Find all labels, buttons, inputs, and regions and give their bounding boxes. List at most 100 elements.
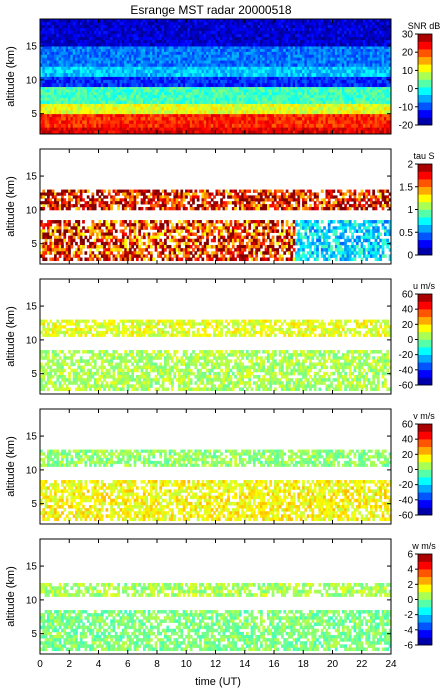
heatmap-cell <box>56 63 60 67</box>
heatmap-cell <box>250 66 254 71</box>
heatmap-cell <box>75 46 78 50</box>
heatmap-cell <box>63 46 67 50</box>
heatmap-cell <box>316 76 319 81</box>
heatmap-cell <box>61 43 64 47</box>
heatmap-cell <box>154 86 158 90</box>
heatmap-cell <box>79 25 83 29</box>
heatmap-cell <box>145 76 149 81</box>
heatmap-cell <box>96 86 99 90</box>
heatmap-cell <box>196 54 200 59</box>
heatmap-cell <box>222 48 226 53</box>
heatmap-cell <box>295 73 298 77</box>
heatmap-cell <box>149 97 153 102</box>
heatmap-cell <box>105 34 109 38</box>
heatmap-cell <box>142 100 146 104</box>
heatmap-cell <box>358 86 361 90</box>
heatmap-cell <box>271 76 275 81</box>
heatmap-cell <box>241 79 244 84</box>
heatmap-cell <box>374 57 378 61</box>
heatmap-cell <box>229 123 233 128</box>
heatmap-cell <box>203 34 207 38</box>
heatmap-cell <box>51 51 55 56</box>
heatmap-cell <box>82 130 85 135</box>
heatmap-cell <box>65 97 69 102</box>
heatmap-cell <box>290 89 294 93</box>
heatmap-cell <box>138 86 142 90</box>
heatmap-cell <box>68 103 71 108</box>
heatmap-cell <box>365 123 368 128</box>
heatmap-cell <box>217 43 221 47</box>
heatmap-cell <box>54 110 57 115</box>
heatmap-cell <box>100 60 104 64</box>
heatmap-cell <box>96 106 99 111</box>
heatmap-cell <box>206 110 209 115</box>
heatmap-cell <box>238 100 242 104</box>
heatmap-cell <box>131 89 134 93</box>
heatmap-cell <box>56 113 60 118</box>
heatmap-cell <box>126 22 130 26</box>
heatmap-cell <box>192 57 195 61</box>
heatmap-cell <box>351 73 354 77</box>
heatmap-cell <box>175 28 179 32</box>
heatmap-cell <box>250 89 254 93</box>
heatmap-cell <box>154 63 158 67</box>
heatmap-cell <box>381 48 385 53</box>
heatmap-cell <box>276 92 280 96</box>
heatmap-cell <box>51 100 55 104</box>
heatmap-cell <box>388 92 392 96</box>
heatmap-cell <box>386 86 390 90</box>
heatmap-cell <box>42 92 46 96</box>
heatmap-cell <box>199 40 202 44</box>
heatmap-cell <box>274 106 277 111</box>
heatmap-cell <box>346 79 350 84</box>
heatmap-cell <box>306 76 310 81</box>
heatmap-cell <box>147 103 151 108</box>
heatmap-cell <box>63 51 67 56</box>
heatmap-cell <box>274 113 277 118</box>
heatmap-cell <box>306 106 310 111</box>
heatmap-cell <box>203 113 207 118</box>
heatmap-cell <box>257 117 261 121</box>
heatmap-cell <box>121 34 125 38</box>
heatmap-cell <box>266 113 270 118</box>
heatmap-cell <box>182 46 186 50</box>
heatmap-cell <box>124 89 127 93</box>
heatmap-cell <box>157 120 160 125</box>
heatmap-cell <box>243 43 247 47</box>
heatmap-cell <box>208 34 212 38</box>
heatmap-cell <box>288 60 291 64</box>
heatmap-cell <box>374 76 378 81</box>
heatmap-cell <box>383 103 387 108</box>
heatmap-cell <box>171 60 174 64</box>
heatmap-cell <box>309 60 312 64</box>
heatmap-cell <box>376 103 380 108</box>
heatmap-cell <box>65 89 69 93</box>
heatmap-cell <box>241 51 244 56</box>
heatmap-cell <box>194 34 198 38</box>
heatmap-cell <box>292 100 296 104</box>
heatmap-cell <box>51 57 55 61</box>
heatmap-cell <box>346 63 350 67</box>
heatmap-cell <box>112 37 116 41</box>
heatmap-cell <box>117 37 120 41</box>
heatmap-cell <box>255 123 259 128</box>
heatmap-cell <box>234 120 237 125</box>
heatmap-cell <box>44 110 48 115</box>
heatmap-cell <box>77 120 81 125</box>
heatmap-cell <box>72 37 76 41</box>
heatmap-cell <box>285 117 289 121</box>
heatmap-cell <box>215 51 219 56</box>
heatmap-cell <box>227 95 230 99</box>
heatmap-cell <box>210 43 214 47</box>
heatmap-cell <box>213 100 216 104</box>
heatmap-cell <box>210 100 214 104</box>
heatmap-cell <box>128 79 132 84</box>
heatmap-cell <box>147 46 151 50</box>
heatmap-cell <box>75 83 78 88</box>
heatmap-cell <box>114 97 118 102</box>
heatmap-cell <box>320 97 324 102</box>
heatmap-cell <box>96 130 99 135</box>
heatmap-cell <box>107 89 111 93</box>
heatmap-cell <box>178 19 181 23</box>
heatmap-cell <box>112 103 116 108</box>
